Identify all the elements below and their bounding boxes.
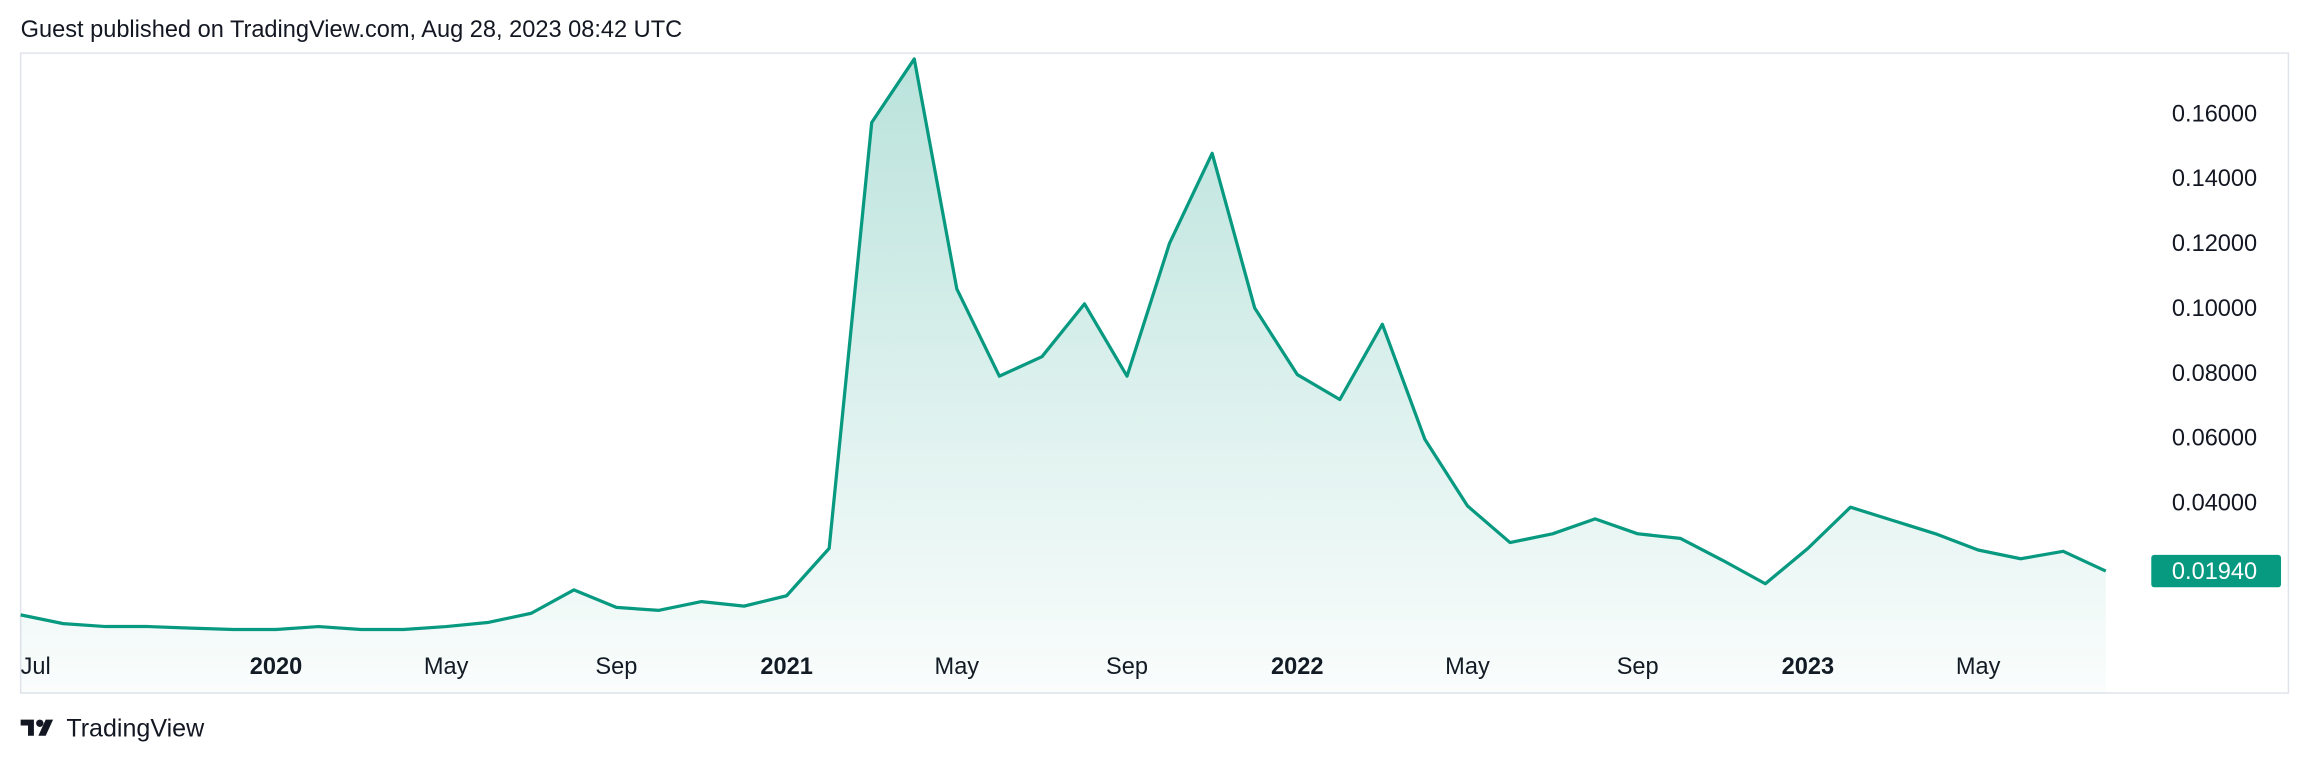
logo: [20, 719, 54, 736]
y-tick-label: 0.06000: [2172, 425, 2257, 451]
y-tick-label: 0.16000: [2172, 100, 2257, 126]
y-tick-label: 0.12000: [2172, 230, 2257, 256]
y-tick-label: 0.14000: [2172, 165, 2257, 191]
price-badge-label: 0.01940: [2172, 558, 2257, 584]
y-tick-label: 0.04000: [2172, 490, 2257, 516]
area: [20, 58, 2106, 694]
header-title: Guest published on TradingView.com, Aug …: [21, 16, 682, 42]
y-tick-label: 0.08000: [2172, 360, 2257, 386]
line: [20, 57, 2107, 632]
price-badge: [2151, 554, 2282, 588]
footer-brand: TradingView: [66, 715, 205, 743]
y-tick-label: 0.10000: [2172, 295, 2257, 321]
